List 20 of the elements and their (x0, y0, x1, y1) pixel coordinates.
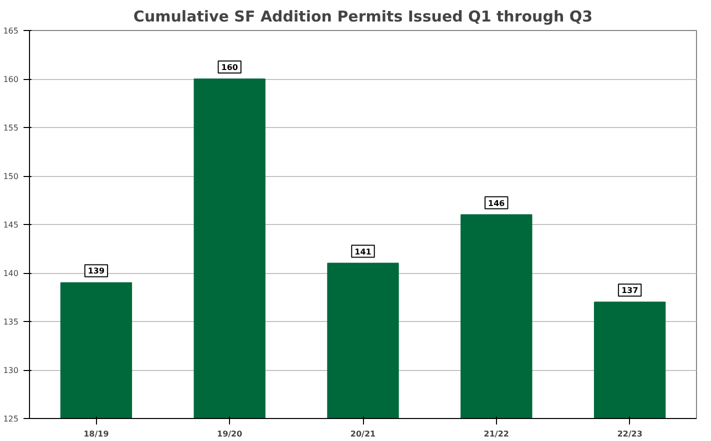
y-tick-label: 155 (3, 124, 19, 132)
data-label: 141 (354, 247, 372, 256)
y-tick-label: 145 (3, 220, 19, 230)
x-tick-label: 18/19 (84, 430, 110, 438)
y-tick-label: 165 (3, 26, 19, 36)
data-label: 146 (488, 198, 506, 208)
x-tick-label: 19/20 (217, 430, 243, 438)
y-tick-label: 125 (3, 414, 19, 424)
y-tick-label: 130 (3, 366, 19, 375)
data-label: 137 (621, 286, 638, 296)
data-label: 160 (221, 63, 238, 72)
y-tick-label: 135 (3, 318, 19, 326)
y-tick-label: 160 (3, 75, 19, 84)
x-tick-label: 20/21 (350, 430, 376, 438)
y-tick-label: 140 (3, 269, 19, 278)
x-tick-label: 21/22 (484, 430, 509, 438)
chart-title: Cumulative SF Addition Permits Issued Q1 through Q3 (133, 8, 593, 26)
data-label: 139 (88, 266, 105, 276)
y-tick-label: 150 (3, 172, 19, 181)
x-tick-label: 22/23 (617, 430, 642, 438)
